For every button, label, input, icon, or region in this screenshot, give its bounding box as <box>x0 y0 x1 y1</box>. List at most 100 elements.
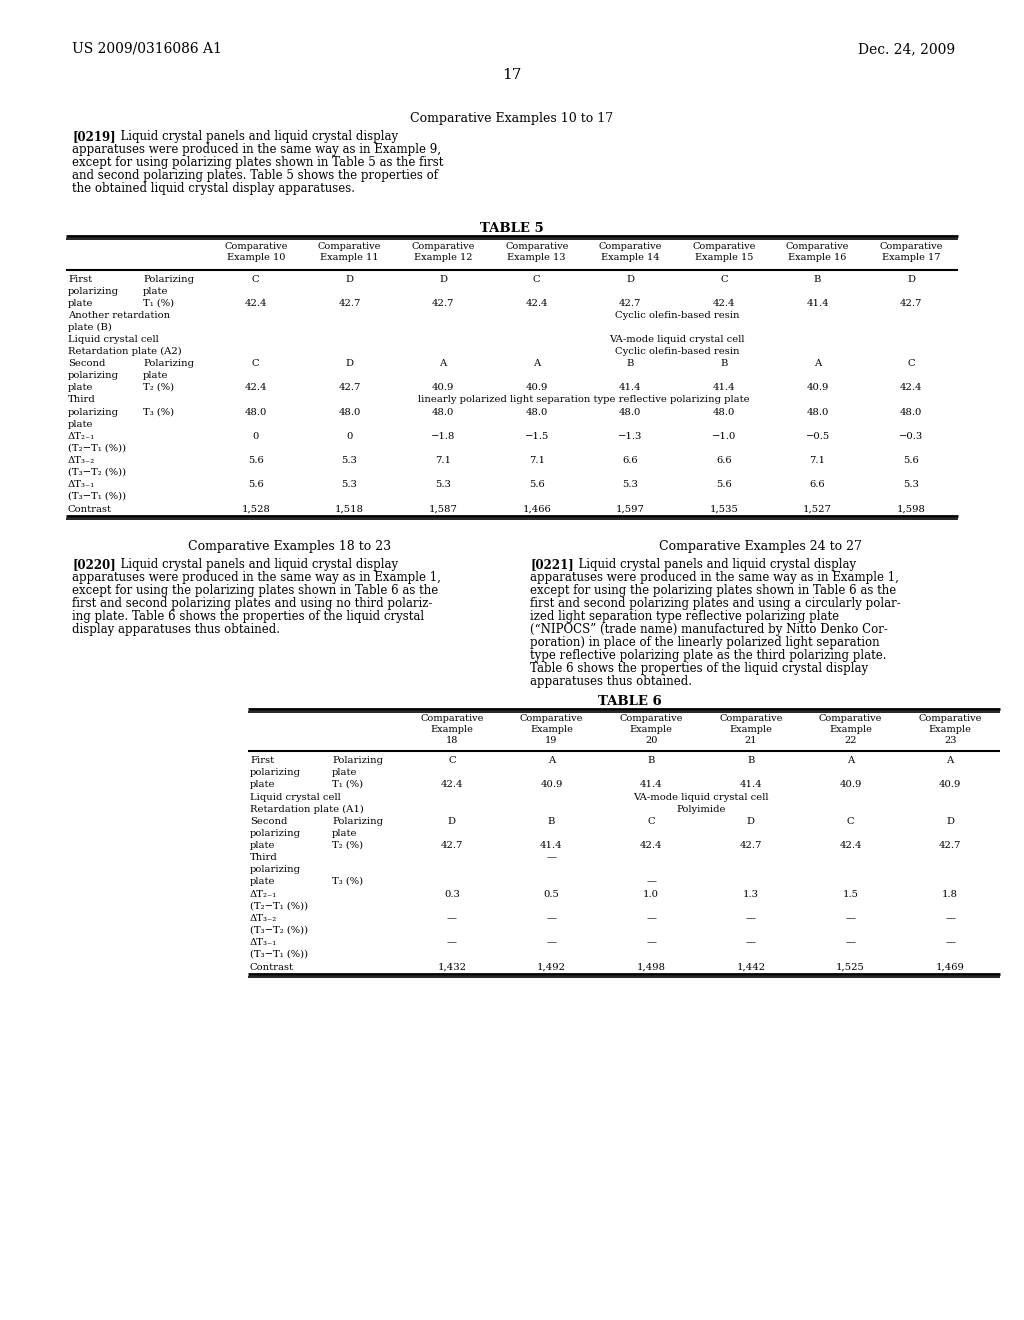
Text: 42.7: 42.7 <box>338 300 360 308</box>
Text: First: First <box>68 275 92 284</box>
Text: 42.4: 42.4 <box>840 841 862 850</box>
Text: 1,432: 1,432 <box>437 962 466 972</box>
Text: Comparative: Comparative <box>880 242 943 251</box>
Text: 42.4: 42.4 <box>525 300 548 308</box>
Text: 5.6: 5.6 <box>903 455 920 465</box>
Text: 22: 22 <box>844 737 857 744</box>
Text: 1,535: 1,535 <box>710 504 738 513</box>
Text: Comparative: Comparative <box>819 714 883 723</box>
Text: plate: plate <box>143 371 169 380</box>
Text: C: C <box>449 756 456 766</box>
Text: Comparative: Comparative <box>719 714 782 723</box>
Text: Contrast: Contrast <box>68 504 112 513</box>
Text: C: C <box>252 275 260 284</box>
Text: ΔT₃₋₁: ΔT₃₋₁ <box>250 939 278 946</box>
Text: US 2009/0316086 A1: US 2009/0316086 A1 <box>72 42 222 55</box>
Text: D: D <box>345 359 353 368</box>
Text: B: B <box>627 359 634 368</box>
Text: 48.0: 48.0 <box>432 408 455 417</box>
Text: Comparative Examples 24 to 27: Comparative Examples 24 to 27 <box>658 540 861 553</box>
Text: 41.4: 41.4 <box>541 841 563 850</box>
Text: (T₃−T₁ (%)): (T₃−T₁ (%)) <box>68 492 126 502</box>
Text: plate: plate <box>250 876 275 886</box>
Text: 1.3: 1.3 <box>742 890 759 899</box>
Text: TABLE 6: TABLE 6 <box>598 696 662 708</box>
Text: Example 11: Example 11 <box>321 253 379 261</box>
Text: Polyimide: Polyimide <box>676 804 726 813</box>
Text: A: A <box>814 359 821 368</box>
Text: Example 15: Example 15 <box>694 253 753 261</box>
Text: 7.1: 7.1 <box>528 455 545 465</box>
Text: Comparative: Comparative <box>520 714 584 723</box>
Text: apparatuses were produced in the same way as in Example 1,: apparatuses were produced in the same wa… <box>72 572 441 583</box>
Text: apparatuses were produced in the same way as in Example 1,: apparatuses were produced in the same wa… <box>530 572 899 583</box>
Text: 1,466: 1,466 <box>522 504 551 513</box>
Text: 40.9: 40.9 <box>840 780 861 789</box>
Text: (T₂−T₁ (%)): (T₂−T₁ (%)) <box>68 444 126 453</box>
Text: C: C <box>252 359 260 368</box>
Text: Example: Example <box>929 725 972 734</box>
Text: ized light separation type reflective polarizing plate: ized light separation type reflective po… <box>530 610 839 623</box>
Text: (T₂−T₁ (%)): (T₂−T₁ (%)) <box>250 902 308 911</box>
Text: Example 12: Example 12 <box>414 253 472 261</box>
Text: plate: plate <box>68 300 93 308</box>
Text: A: A <box>439 359 446 368</box>
Text: T₁ (%): T₁ (%) <box>332 780 364 789</box>
Text: polarizing: polarizing <box>250 829 301 838</box>
Text: 0.3: 0.3 <box>443 890 460 899</box>
Text: Table 6 shows the properties of the liquid crystal display: Table 6 shows the properties of the liqu… <box>530 663 868 675</box>
Text: T₃ (%): T₃ (%) <box>143 408 174 417</box>
Text: A: A <box>548 756 555 766</box>
Text: 48.0: 48.0 <box>245 408 267 417</box>
Text: —: — <box>646 913 656 923</box>
Text: —: — <box>646 939 656 946</box>
Text: Comparative: Comparative <box>785 242 849 251</box>
Text: D: D <box>447 817 456 826</box>
Text: 0: 0 <box>253 432 259 441</box>
Text: apparatuses were produced in the same way as in Example 9,: apparatuses were produced in the same wa… <box>72 143 441 156</box>
Text: 17: 17 <box>503 69 521 82</box>
Text: (T₃−T₂ (%)): (T₃−T₂ (%)) <box>250 927 308 935</box>
Text: 42.7: 42.7 <box>338 383 360 392</box>
Text: ΔT₃₋₂: ΔT₃₋₂ <box>250 913 278 923</box>
Text: —: — <box>547 854 556 862</box>
Text: —: — <box>945 913 955 923</box>
Text: —: — <box>945 939 955 946</box>
Text: 0.5: 0.5 <box>544 890 559 899</box>
Text: 6.6: 6.6 <box>716 455 732 465</box>
Text: Third: Third <box>68 396 96 404</box>
Text: 1,597: 1,597 <box>615 504 645 513</box>
Text: B: B <box>548 817 555 826</box>
Text: C: C <box>907 359 915 368</box>
Text: −1.8: −1.8 <box>431 432 456 441</box>
Text: first and second polarizing plates and using a circularly polar-: first and second polarizing plates and u… <box>530 597 901 610</box>
Text: Example: Example <box>530 725 573 734</box>
Text: 20: 20 <box>645 737 657 744</box>
Text: —: — <box>446 939 457 946</box>
Text: plate: plate <box>68 383 93 392</box>
Text: plate (B): plate (B) <box>68 323 112 333</box>
Text: plate: plate <box>332 829 357 838</box>
Text: Example 16: Example 16 <box>788 253 847 261</box>
Text: (“NIPOCS” (trade name) manufactured by Nitto Denko Cor-: (“NIPOCS” (trade name) manufactured by N… <box>530 623 888 636</box>
Text: (T₃−T₁ (%)): (T₃−T₁ (%)) <box>250 950 308 960</box>
Text: 41.4: 41.4 <box>618 383 642 392</box>
Text: T₁ (%): T₁ (%) <box>143 300 174 308</box>
Text: the obtained liquid crystal display apparatuses.: the obtained liquid crystal display appa… <box>72 182 355 195</box>
Text: −1.5: −1.5 <box>524 432 549 441</box>
Text: −1.3: −1.3 <box>618 432 642 441</box>
Text: 48.0: 48.0 <box>338 408 360 417</box>
Text: Example 13: Example 13 <box>508 253 566 261</box>
Text: Example: Example <box>630 725 673 734</box>
Text: D: D <box>627 275 634 284</box>
Text: Cyclic olefin-based resin: Cyclic olefin-based resin <box>614 312 739 321</box>
Text: 42.7: 42.7 <box>440 841 463 850</box>
Text: 42.4: 42.4 <box>900 383 923 392</box>
Text: Contrast: Contrast <box>250 962 294 972</box>
Text: C: C <box>720 275 728 284</box>
Text: Comparative: Comparative <box>412 242 475 251</box>
Text: 5.3: 5.3 <box>341 480 357 488</box>
Text: 42.4: 42.4 <box>440 780 463 789</box>
Text: D: D <box>345 275 353 284</box>
Text: 48.0: 48.0 <box>806 408 828 417</box>
